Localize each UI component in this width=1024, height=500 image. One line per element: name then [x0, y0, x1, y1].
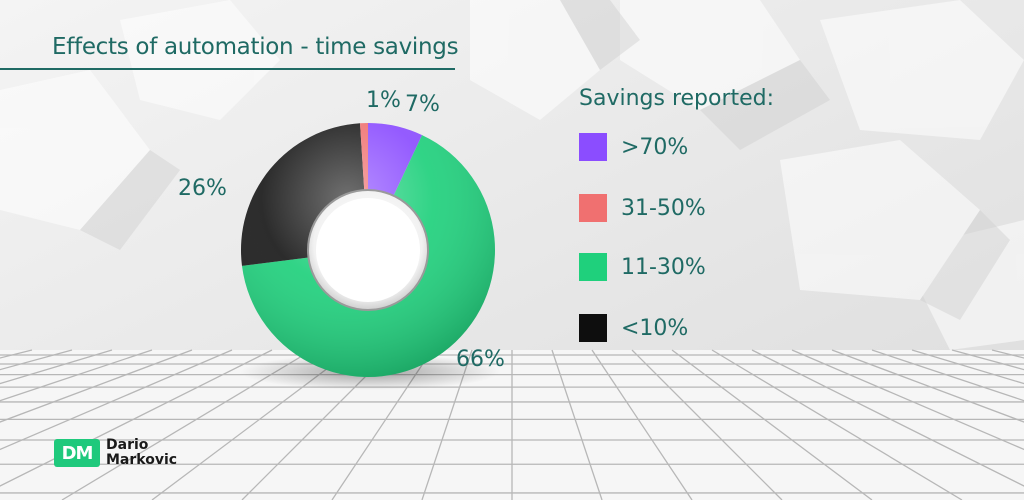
floor-grid [0, 349, 1024, 500]
legend-label: <10% [621, 315, 689, 341]
donut-hole-inner [316, 198, 420, 302]
chart-title: Effects of automation - time savings [52, 34, 459, 60]
slice-label-70: 7% [405, 92, 440, 117]
title-underline [0, 68, 455, 70]
slice-label-31-50: 1% [366, 88, 401, 113]
legend-item-11-30: 11-30% [579, 252, 706, 282]
logo-name-last: Markovic [106, 452, 178, 468]
legend-swatch [579, 314, 607, 342]
legend-title: Savings reported: [579, 86, 775, 111]
logo-name-first: Dario [106, 437, 149, 453]
legend-swatch [579, 253, 607, 281]
legend-label: 31-50% [621, 195, 706, 221]
background-hex-shapes [0, 0, 1024, 350]
brand-logo: DM Dario Markovic [54, 438, 177, 468]
slice-label-10: 26% [178, 176, 227, 201]
legend-item-31-50: 31-50% [579, 193, 706, 223]
slice-label-11-30: 66% [456, 347, 505, 372]
background-hex-shadows [80, 0, 1010, 320]
legend-swatch [579, 133, 607, 161]
legend-item-70: >70% [579, 132, 688, 162]
legend-item-10: <10% [579, 313, 688, 343]
legend-swatch [579, 194, 607, 222]
logo-text: Dario Markovic [106, 438, 177, 468]
logo-mark: DM [54, 439, 100, 467]
legend-label: 11-30% [621, 254, 706, 280]
legend-label: >70% [621, 134, 689, 160]
